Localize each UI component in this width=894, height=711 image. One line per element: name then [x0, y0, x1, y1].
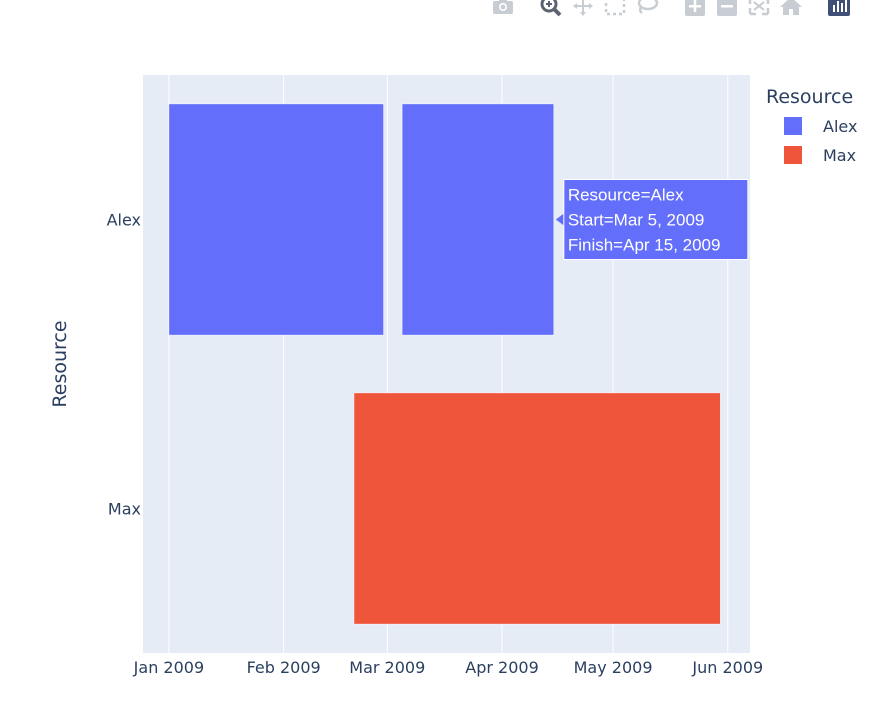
x-tick-label: Mar 2009	[349, 658, 425, 677]
legend-swatch	[784, 146, 802, 164]
y-tick-label: Alex	[107, 211, 141, 230]
bar-alex[interactable]	[168, 103, 384, 336]
legend: Resource Alex Max	[766, 86, 857, 165]
bar-alex[interactable]	[401, 103, 555, 336]
pan-icon[interactable]	[570, 0, 596, 17]
hover-box	[563, 179, 749, 260]
bars	[168, 103, 721, 625]
hover-tooltip: Resource=Alex Start=Mar 5, 2009 Finish=Apr…	[555, 179, 749, 260]
hover-pointer	[555, 213, 564, 226]
lasso-select-icon[interactable]	[634, 0, 660, 17]
zoom-out-icon[interactable]	[714, 0, 740, 17]
legend-swatch	[784, 117, 802, 135]
reset-axes-icon[interactable]	[778, 0, 804, 17]
zoom-icon[interactable]	[538, 0, 564, 17]
camera-icon[interactable]	[490, 0, 516, 17]
bar-max[interactable]	[353, 392, 721, 625]
x-tick-label: Apr 2009	[465, 658, 538, 677]
plotly-logo-icon[interactable]	[826, 0, 852, 17]
legend-item-max[interactable]: Max	[784, 146, 856, 165]
box-select-icon[interactable]	[602, 0, 628, 17]
x-tick-label: Jun 2009	[691, 658, 763, 677]
hover-line: Start=Mar 5, 2009	[568, 211, 705, 230]
autoscale-icon[interactable]	[746, 0, 772, 17]
hover-line: Resource=Alex	[568, 186, 684, 205]
modebar	[490, 0, 852, 18]
x-tick-label: Feb 2009	[247, 658, 321, 677]
legend-label: Alex	[823, 117, 857, 136]
y-tick-label: Max	[108, 500, 141, 519]
legend-item-alex[interactable]: Alex	[784, 117, 857, 136]
legend-title: Resource	[766, 86, 853, 108]
legend-label: Max	[823, 146, 856, 165]
y-axis-title: Resource	[49, 320, 71, 407]
zoom-in-icon[interactable]	[682, 0, 708, 17]
x-axis-ticks: Jan 2009 Feb 2009 Mar 2009 Apr 2009 May 2009…	[133, 658, 764, 677]
x-tick-label: Jan 2009	[133, 658, 204, 677]
x-tick-label: May 2009	[574, 658, 653, 677]
y-axis-ticks: Alex Max	[107, 211, 141, 519]
hover-line: Finish=Apr 15, 2009	[568, 236, 721, 255]
